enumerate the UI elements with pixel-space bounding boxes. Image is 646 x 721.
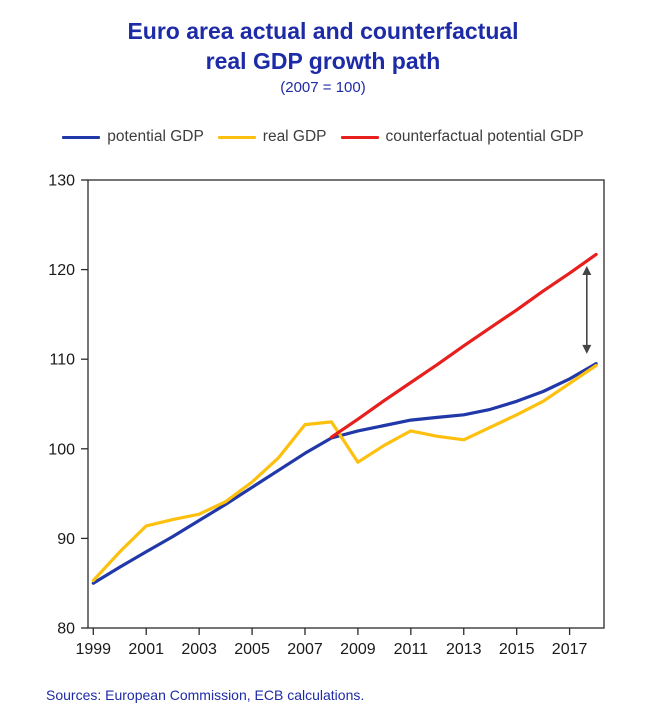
y-axis-tick-label: 110 <box>49 352 75 369</box>
chart-title-line1: Euro area actual and counterfactual <box>127 18 519 44</box>
sources-text: Sources: European Commission, ECB calcul… <box>46 687 365 703</box>
series-line-potential-gdp <box>91 362 598 585</box>
legend-line-swatch-counterfactual-potential-gdp <box>340 135 379 139</box>
y-axis-tick-label: 80 <box>57 621 75 638</box>
x-axis-tick-label: 2009 <box>340 641 376 658</box>
chart-legend: potential GDP real GDP counterfactual po… <box>62 128 584 146</box>
chart-title: Euro area actual and counterfactual real… <box>127 16 518 76</box>
x-axis-tick-label: 2005 <box>234 641 270 658</box>
x-axis-tick-label: 1999 <box>75 641 111 658</box>
series-line-counterfactual-potential-gdp <box>329 252 598 439</box>
legend-item-potential-gdp: potential GDP <box>62 128 204 146</box>
plot-frame <box>87 179 605 629</box>
x-axis-tick-label: 2001 <box>128 641 164 658</box>
x-axis-tick-label: 2007 <box>287 641 323 658</box>
legend-label-potential-gdp: potential GDP <box>107 128 204 145</box>
x-axis-tick-label: 2011 <box>394 641 429 658</box>
x-axis-tick-label: 2013 <box>446 641 482 658</box>
gap-arrow-head-down <box>582 344 592 354</box>
legend-label-real-gdp: real GDP <box>262 128 327 145</box>
y-axis-tick-label: 90 <box>57 531 75 548</box>
legend-item-counterfactual-potential-gdp: counterfactual potential GDP <box>340 128 584 146</box>
chart-subtitle: (2007 = 100) <box>280 79 366 96</box>
legend-item-real-gdp: real GDP <box>217 128 327 146</box>
chart-svg: 80 90 100 110 120 130 1999 2001 2003 2005 2007 2009… <box>48 173 605 658</box>
legend-line-swatch-potential-gdp <box>62 135 101 139</box>
y-axis-tick-label: 100 <box>48 441 75 458</box>
x-axis-tick-label: 2003 <box>181 641 217 658</box>
chart-title-line2: real GDP growth path <box>205 48 441 74</box>
series-line-real-gdp <box>91 363 598 583</box>
x-axis-tick-label: 2017 <box>552 641 588 658</box>
gap-arrow-head-up <box>582 266 592 276</box>
legend-line-swatch-real-gdp <box>217 135 256 139</box>
y-axis-tick-label: 120 <box>48 262 75 279</box>
y-axis-tick-label: 130 <box>48 173 75 190</box>
x-axis-tick-label: 2015 <box>499 641 535 658</box>
legend-label-counterfactual-potential-gdp: counterfactual potential GDP <box>385 128 584 145</box>
